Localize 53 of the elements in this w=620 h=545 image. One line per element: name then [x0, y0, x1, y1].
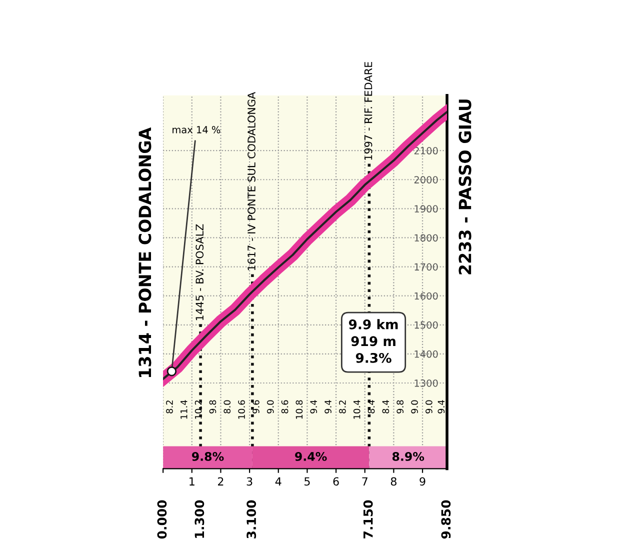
- annotation: 8.4: [382, 400, 390, 414]
- x-tick-label: 9: [420, 477, 426, 486]
- band-label: 9.8%: [192, 452, 224, 461]
- x2-tick-label: 0.000: [157, 500, 167, 539]
- annotation: 10.6: [238, 400, 245, 419]
- y-tick-label: 1800: [414, 234, 438, 242]
- annotation: 8.2: [339, 400, 346, 414]
- annotation: 10.2: [194, 400, 202, 419]
- annotation: 9.4: [438, 400, 445, 414]
- y-tick-label: 1600: [414, 292, 438, 300]
- annotation: 9.8: [396, 400, 404, 414]
- x-tick-label: 7: [362, 477, 368, 486]
- y-tick-label: 1300: [414, 379, 438, 387]
- x-tick-label: 8: [390, 477, 396, 486]
- x-tick-label: 3: [246, 477, 252, 486]
- y-tick-label: 2100: [414, 147, 438, 154]
- y-tick-label: 1500: [414, 321, 438, 329]
- ref-line-label: 1997 - RIF. FEDARE: [364, 62, 372, 160]
- annotation: 11.4: [180, 400, 188, 419]
- x-tick-label: 2: [218, 477, 224, 486]
- annotation: 8.2: [166, 400, 173, 414]
- x-tick-label: 6: [333, 477, 339, 486]
- y-tick-label: 1700: [414, 263, 438, 271]
- annotation: 9.0: [266, 400, 274, 414]
- annotation: 8.0: [224, 400, 231, 414]
- annotation: 10.4: [353, 400, 360, 419]
- annotation: 1314 - PONTE CODALONGA: [138, 127, 152, 378]
- y-tick-label: 1900: [414, 205, 438, 213]
- annotation: 9.6: [252, 400, 260, 414]
- annotation: max 14 %: [172, 126, 220, 134]
- annotation: 8.4: [368, 400, 375, 414]
- annotation: 9.4: [310, 400, 318, 414]
- x2-tick-label: 9.850: [441, 500, 451, 539]
- ref-line-label: 1445 - BV. POSALZ: [196, 224, 204, 320]
- annotation: 9.8: [209, 400, 216, 414]
- annotation: 9.0: [426, 400, 432, 414]
- annotation: 9.4: [324, 400, 332, 414]
- x2-tick-label: 7.150: [363, 500, 373, 538]
- x-tick-label: 1: [190, 477, 194, 486]
- annotation: 9.0: [411, 400, 418, 414]
- x2-tick-label: 3.100: [246, 500, 256, 538]
- band-label: 9.4%: [295, 452, 327, 461]
- y-tick-label: 2000: [414, 176, 438, 184]
- y-tick-label: 1400: [414, 350, 438, 358]
- x-tick-label: 5: [304, 477, 310, 486]
- annotation: 10.8: [296, 400, 303, 419]
- ref-line-label: 1617 - IV PONTE SUL CODALONGA: [248, 92, 256, 270]
- x-tick-label: 4: [275, 477, 282, 486]
- x2-tick-label: 1.300: [194, 500, 204, 538]
- annotation: 8.6: [281, 400, 288, 414]
- annotation: 9.9 km 919 m 9.3%: [348, 319, 398, 363]
- annotation: 2233 - PASSO GIAU: [458, 100, 472, 274]
- band-label: 8.9%: [392, 452, 424, 461]
